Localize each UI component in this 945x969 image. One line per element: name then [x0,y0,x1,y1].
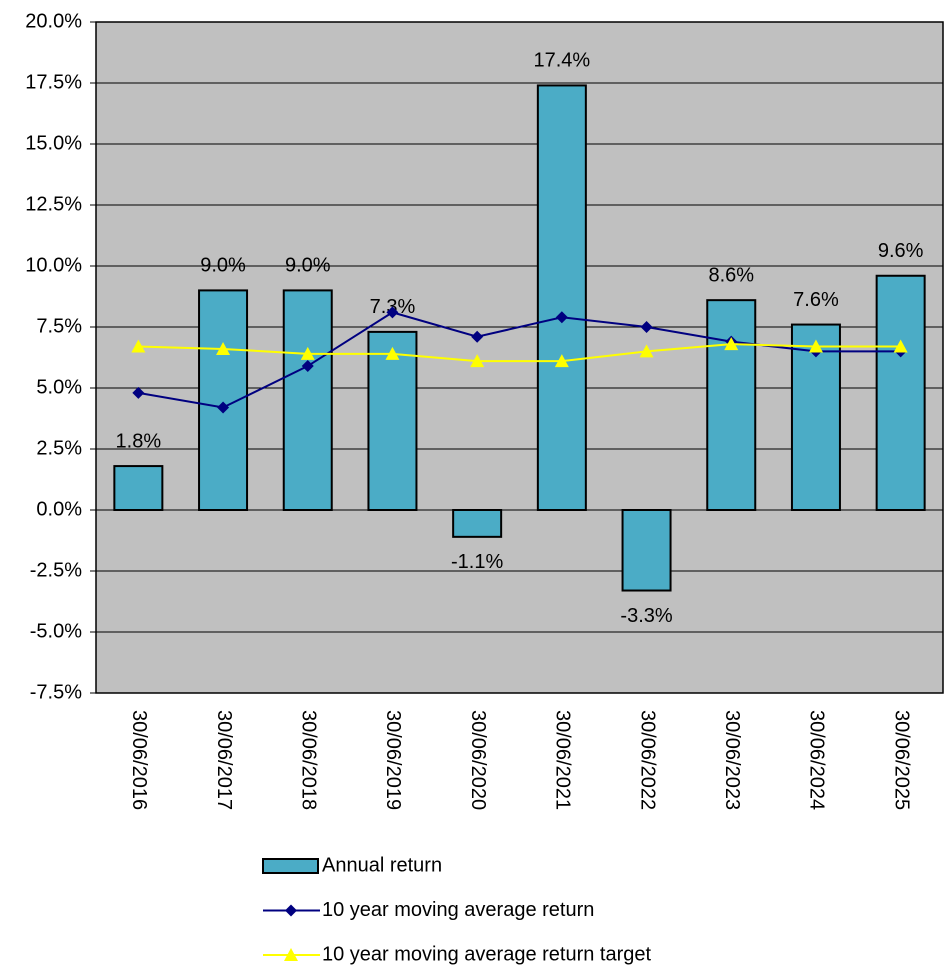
x-tick-label: 30/06/2017 [213,710,235,810]
marker [808,339,823,353]
line [138,343,901,363]
x-tick-label: 30/06/2021 [552,710,574,810]
bar [367,330,418,511]
marker [386,306,399,319]
marker [554,354,569,368]
bar [706,299,757,511]
legend-label: 10 year moving average return [322,899,594,921]
marker [385,346,400,360]
x-tick-label: 30/06/2016 [128,710,150,810]
marker [893,339,908,353]
plot-border [95,21,944,694]
marker [639,344,654,358]
x-tick-label: 30/06/2020 [467,710,489,810]
marker [300,346,315,360]
marker [285,904,297,917]
marker [640,321,653,333]
marker [724,337,739,351]
marker [301,360,314,373]
x-tick-label: 30/06/2025 [890,710,912,810]
y-tick-label: 5.0% [36,376,82,398]
y-tick-label: 15.0% [25,132,82,154]
bar [875,274,926,512]
bar [282,289,333,511]
marker [471,330,484,343]
data-label: 8.6% [708,264,754,286]
y-tick-label: 17.5% [25,71,82,93]
marker [470,354,485,368]
data-label: 9.0% [285,255,331,277]
x-tick-label: 30/06/2024 [806,710,828,810]
bar [113,465,164,511]
line [138,311,901,409]
marker [284,948,298,961]
y-tick-label: 12.5% [25,193,82,215]
y-tick-label: -2.5% [30,559,82,581]
x-tick-label: 30/06/2019 [382,710,404,810]
x-tick-label: 30/06/2023 [721,710,743,810]
x-tick-label: 30/06/2018 [297,710,319,810]
y-tick-label: 0.0% [36,498,82,520]
y-tick-label: -5.0% [30,620,82,642]
legend-swatch [262,858,319,874]
y-tick-label: 20.0% [25,10,82,32]
y-tick-label: 2.5% [36,437,82,459]
marker [217,401,230,414]
data-label: 7.6% [793,289,839,311]
bar [621,509,672,592]
marker [555,311,568,324]
marker [131,339,146,353]
y-tick-label: -7.5% [30,681,82,703]
legend-label: 10 year moving average return target [322,943,652,965]
y-tick-label: 7.5% [36,315,82,337]
data-label: -1.1% [451,551,503,573]
data-label: 17.4% [533,50,590,72]
data-label: 1.8% [116,430,162,452]
bar [452,509,503,538]
data-label: -3.3% [620,605,672,627]
bar [536,84,587,511]
marker [216,341,231,355]
data-label: 9.0% [200,255,246,277]
x-tick-label: 30/06/2022 [636,710,658,810]
legend-label: Annual return [322,854,442,876]
marker [132,386,145,399]
data-label: 9.6% [878,240,924,262]
y-tick-label: 10.0% [25,254,82,276]
